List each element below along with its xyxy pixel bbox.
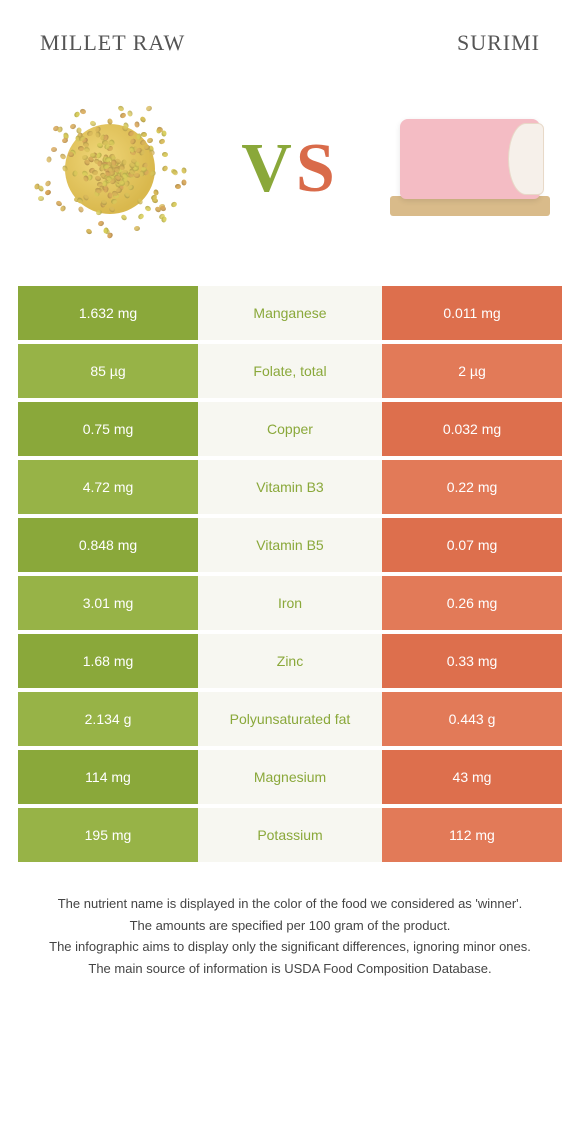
value-right: 0.26 mg [382,576,562,630]
nutrient-name: Magnesium [198,750,382,804]
nutrient-name: Vitamin B5 [198,518,382,572]
value-left: 0.75 mg [18,402,198,456]
value-right: 2 µg [382,344,562,398]
nutrient-name: Vitamin B3 [198,460,382,514]
value-left: 2.134 g [18,692,198,746]
nutrient-table: 1.632 mgManganese0.011 mg85 µgFolate, to… [0,286,580,862]
table-row: 2.134 gPolyunsaturated fat0.443 g [18,692,562,746]
surimi-icon [380,104,560,234]
value-left: 3.01 mg [18,576,198,630]
table-row: 1.68 mgZinc0.33 mg [18,634,562,688]
value-left: 1.68 mg [18,634,198,688]
value-left: 1.632 mg [18,286,198,340]
header-row: Millet raw Surimi [0,0,580,66]
value-left: 85 µg [18,344,198,398]
vs-label: VS [241,129,339,209]
table-row: 85 µgFolate, total2 µg [18,344,562,398]
value-right: 0.032 mg [382,402,562,456]
value-left: 114 mg [18,750,198,804]
table-row: 1.632 mgManganese0.011 mg [18,286,562,340]
table-row: 114 mgMagnesium43 mg [18,750,562,804]
food-title-right: Surimi [457,30,540,56]
food-image-left [20,79,200,259]
nutrient-name: Iron [198,576,382,630]
food-title-left: Millet raw [40,30,185,56]
table-row: 195 mgPotassium112 mg [18,808,562,862]
value-right: 0.22 mg [382,460,562,514]
value-right: 112 mg [382,808,562,862]
table-row: 0.848 mgVitamin B50.07 mg [18,518,562,572]
nutrient-name: Manganese [198,286,382,340]
footnote-line: The amounts are specified per 100 gram o… [24,916,556,936]
footnotes: The nutrient name is displayed in the co… [0,866,580,1020]
value-left: 0.848 mg [18,518,198,572]
food-image-right [380,79,560,259]
image-row: VS [0,66,580,286]
value-right: 43 mg [382,750,562,804]
footnote-line: The infographic aims to display only the… [24,937,556,957]
value-left: 4.72 mg [18,460,198,514]
nutrient-name: Zinc [198,634,382,688]
value-right: 0.011 mg [382,286,562,340]
value-left: 195 mg [18,808,198,862]
nutrient-name: Polyunsaturated fat [198,692,382,746]
footnote-line: The main source of information is USDA F… [24,959,556,979]
value-right: 0.443 g [382,692,562,746]
table-row: 4.72 mgVitamin B30.22 mg [18,460,562,514]
table-row: 3.01 mgIron0.26 mg [18,576,562,630]
footnote-line: The nutrient name is displayed in the co… [24,894,556,914]
value-right: 0.33 mg [382,634,562,688]
millet-icon [25,84,195,254]
nutrient-name: Potassium [198,808,382,862]
value-right: 0.07 mg [382,518,562,572]
table-row: 0.75 mgCopper0.032 mg [18,402,562,456]
nutrient-name: Copper [198,402,382,456]
nutrient-name: Folate, total [198,344,382,398]
